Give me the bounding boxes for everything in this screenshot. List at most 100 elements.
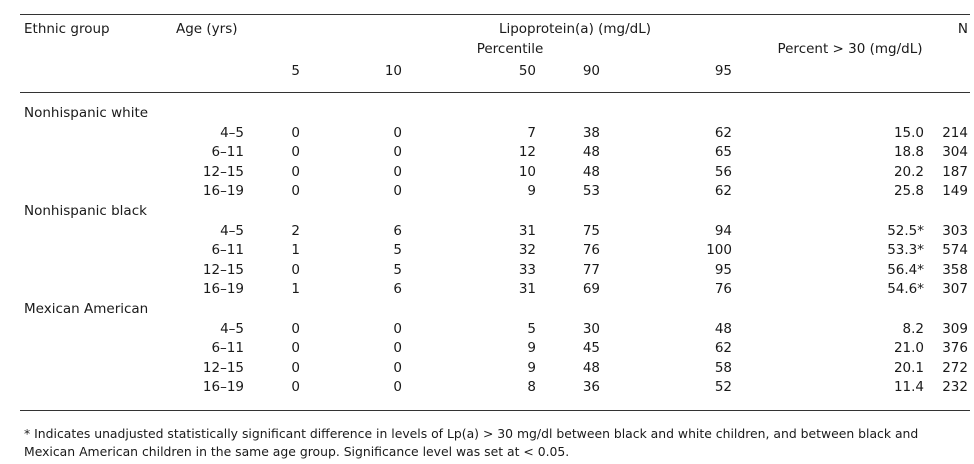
cell-n: 307 (942, 281, 968, 298)
cell-p50: 7 (527, 124, 536, 141)
cell-p90: 48 (582, 144, 600, 161)
cell-p90: 53 (582, 183, 600, 200)
cell-p50: 5 (527, 320, 536, 337)
cell-p90: 76 (582, 242, 600, 259)
header-percentile-5: 5 (291, 63, 300, 79)
cell-percent: 56.4* (887, 261, 924, 278)
cell-p95: 58 (714, 359, 732, 376)
cell-age: 12–15 (202, 163, 244, 180)
cell-p10: 0 (393, 320, 402, 337)
cell-age: 6–11 (211, 144, 244, 161)
header-percentile-90: 90 (582, 63, 600, 79)
cell-p5: 0 (291, 261, 300, 278)
cell-percent: 8.2 (902, 320, 924, 337)
cell-p95: 48 (714, 320, 732, 337)
cell-p10: 0 (393, 124, 402, 141)
cell-percent: 25.8 (893, 183, 924, 200)
cell-percent: 54.6* (887, 281, 924, 298)
cell-percent: 20.2 (893, 163, 924, 180)
cell-percent: 52.5* (887, 222, 924, 239)
cell-age: 16–19 (202, 183, 244, 200)
cell-n: 214 (942, 124, 968, 141)
cell-p50: 12 (518, 144, 536, 161)
cell-p5: 0 (291, 144, 300, 161)
cell-p50: 31 (518, 222, 536, 239)
cell-p5: 0 (291, 320, 300, 337)
cell-p90: 36 (582, 379, 600, 396)
cell-p90: 48 (582, 163, 600, 180)
header-age: Age (yrs) (176, 21, 238, 37)
cell-p10: 0 (393, 163, 402, 180)
cell-p50: 32 (518, 242, 536, 259)
cell-p95: 65 (714, 144, 732, 161)
cell-percent: 53.3* (887, 242, 924, 259)
cell-p10: 6 (393, 222, 402, 239)
cell-percent: 18.8 (893, 144, 924, 161)
cell-p50: 33 (518, 261, 536, 278)
cell-p50: 9 (527, 340, 536, 357)
cell-p50: 9 (527, 359, 536, 376)
cell-n: 304 (942, 144, 968, 161)
header-percentile: Percentile (476, 41, 544, 57)
cell-p50: 8 (527, 379, 536, 396)
cell-n: 358 (942, 261, 968, 278)
cell-p90: 48 (582, 359, 600, 376)
cell-n: 149 (942, 183, 968, 200)
cell-p5: 1 (291, 242, 300, 259)
header-ethnic-group: Ethnic group (24, 21, 110, 37)
cell-p90: 30 (582, 320, 600, 337)
cell-age: 6–11 (211, 242, 244, 259)
cell-p5: 0 (291, 163, 300, 180)
header-n: N (957, 21, 968, 37)
group-label: Nonhispanic white (24, 105, 149, 121)
cell-p90: 45 (582, 340, 600, 357)
table-bottom-rule (20, 410, 970, 411)
cell-p5: 1 (291, 281, 300, 298)
cell-age: 4–5 (220, 124, 244, 141)
cell-p5: 0 (291, 379, 300, 396)
cell-p5: 2 (291, 222, 300, 239)
cell-age: 6–11 (211, 340, 244, 357)
cell-p95: 52 (714, 379, 732, 396)
cell-p5: 0 (291, 359, 300, 376)
cell-p95: 62 (714, 183, 732, 200)
header-percentile-10: 10 (384, 63, 402, 79)
cell-p10: 0 (393, 379, 402, 396)
cell-percent: 15.0 (893, 124, 924, 141)
cell-p95: 94 (714, 222, 732, 239)
cell-p10: 5 (393, 261, 402, 278)
footnote: * Indicates unadjusted statistically sig… (24, 426, 919, 459)
table-top-rule (20, 14, 970, 15)
cell-n: 272 (942, 359, 968, 376)
cell-p10: 0 (393, 183, 402, 200)
header-lipoprotein: Lipoprotein(a) (mg/dL) (498, 21, 652, 37)
cell-p90: 75 (582, 222, 600, 239)
cell-p95: 100 (706, 242, 732, 259)
header-percentile-50: 50 (518, 63, 536, 79)
table-header-rule (20, 92, 970, 93)
cell-n: 303 (942, 222, 968, 239)
cell-percent: 21.0 (893, 340, 924, 357)
group-label: Nonhispanic black (24, 203, 147, 219)
cell-p10: 0 (393, 359, 402, 376)
cell-p50: 31 (518, 281, 536, 298)
cell-p5: 0 (291, 183, 300, 200)
cell-age: 12–15 (202, 359, 244, 376)
cell-p10: 6 (393, 281, 402, 298)
cell-n: 574 (942, 242, 968, 259)
cell-p95: 56 (714, 163, 732, 180)
cell-p10: 0 (393, 144, 402, 161)
cell-n: 309 (942, 320, 968, 337)
cell-age: 16–19 (202, 379, 244, 396)
cell-percent: 11.4 (893, 379, 924, 396)
cell-age: 4–5 (220, 222, 244, 239)
cell-p5: 0 (291, 340, 300, 357)
cell-p10: 5 (393, 242, 402, 259)
cell-p10: 0 (393, 340, 402, 357)
cell-percent: 20.1 (893, 359, 924, 376)
cell-p95: 62 (714, 340, 732, 357)
cell-n: 187 (942, 163, 968, 180)
cell-p90: 38 (582, 124, 600, 141)
cell-p90: 77 (582, 261, 600, 278)
cell-age: 12–15 (202, 261, 244, 278)
